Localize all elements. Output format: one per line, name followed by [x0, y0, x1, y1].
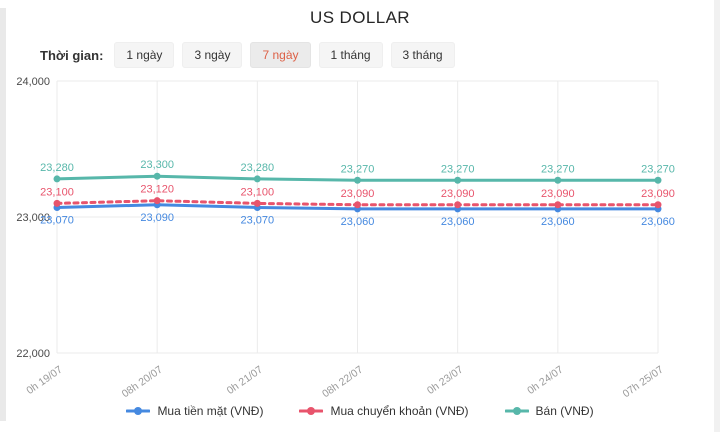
y-axis-tick-label: 23,000 [16, 212, 50, 224]
data-point-label: 23,060 [441, 216, 475, 228]
data-point-label: 23,090 [140, 212, 174, 224]
data-point-label: 23,270 [641, 163, 675, 175]
data-point-label: 23,270 [341, 163, 375, 175]
data-point-label: 23,060 [341, 216, 375, 228]
legend-marker-icon [504, 407, 529, 415]
data-point-label: 23,120 [140, 184, 174, 196]
data-point-marker [253, 175, 261, 183]
x-axis-tick-label: 08h 20/07 [120, 364, 165, 401]
data-point-label: 23,090 [541, 188, 575, 200]
data-point-label: 23,090 [341, 188, 375, 200]
data-point-marker [153, 197, 161, 205]
legend-label: Mua chuyển khoản (VNĐ) [330, 404, 469, 418]
data-point-label: 23,270 [441, 163, 475, 175]
legend-label: Bán (VNĐ) [535, 404, 594, 418]
page-edge-right [714, 0, 720, 432]
x-axis-tick-label: 0h 21/07 [225, 364, 265, 397]
time-filter-button-1[interactable]: 1 ngày [114, 42, 175, 68]
data-point-marker [53, 175, 61, 183]
chart-legend: Mua tiền mặt (VNĐ) Mua chuyển khoản (VNĐ)… [0, 404, 720, 418]
x-axis-tick-label: 08h 22/07 [320, 364, 365, 401]
time-filter-buttons: 1 ngày 3 ngày 7 ngày 1 tháng 3 tháng [114, 42, 462, 68]
data-point-label: 23,060 [541, 216, 575, 228]
legend-marker-icon [299, 407, 324, 415]
data-point-marker [454, 176, 462, 184]
time-filter-label: Thời gian: [40, 47, 104, 63]
time-filter-button-3[interactable]: 7 ngày [250, 42, 311, 68]
data-point-label: 23,300 [140, 159, 174, 171]
x-axis-tick-label: 0h 24/07 [525, 364, 565, 397]
data-point-marker [354, 176, 361, 184]
x-axis-tick-label: 0h 19/07 [24, 364, 64, 397]
data-point-marker [454, 201, 462, 209]
legend-item-3[interactable]: Bán (VNĐ) [504, 404, 594, 418]
data-point-label: 23,090 [441, 188, 475, 200]
y-axis-tick-label: 24,000 [16, 76, 50, 88]
data-point-marker [153, 172, 161, 180]
data-point-label: 23,090 [641, 188, 675, 200]
data-point-marker [654, 176, 662, 184]
legend-marker-icon [126, 407, 151, 415]
time-filter-button-5[interactable]: 3 tháng [390, 42, 455, 68]
data-point-label: 23,060 [641, 216, 675, 228]
data-point-label: 23,280 [241, 162, 275, 174]
chart-title: US DOLLAR [310, 8, 410, 27]
data-point-marker [53, 199, 61, 207]
legend-item-2[interactable]: Mua chuyển khoản (VNĐ) [299, 404, 469, 418]
time-filter-button-4[interactable]: 1 tháng [318, 42, 383, 68]
page-edge-left [0, 8, 6, 421]
data-point-marker [253, 199, 261, 207]
y-axis-tick-label: 22,000 [16, 348, 50, 360]
legend-item-1[interactable]: Mua tiền mặt (VNĐ) [126, 404, 263, 418]
data-point-marker [554, 201, 562, 209]
data-point-label: 23,070 [40, 214, 74, 226]
data-point-marker [654, 201, 662, 209]
data-point-marker [554, 176, 562, 184]
legend-label: Mua tiền mặt (VNĐ) [157, 404, 264, 418]
exchange-rate-chart: 24,000 23,000 22,000 0h 19/07 08h 20/07 0h 21… [16, 76, 675, 401]
data-point-marker [354, 201, 361, 209]
time-filter-button-2[interactable]: 3 ngày [182, 42, 243, 68]
data-point-label: 23,280 [40, 162, 74, 174]
x-axis-tick-label: 0h 23/07 [425, 364, 465, 397]
data-point-label: 23,100 [40, 186, 74, 198]
x-axis-tick-label: 07h 25/07 [621, 364, 666, 401]
data-point-label: 23,070 [241, 214, 275, 226]
data-point-label: 23,100 [241, 186, 275, 198]
time-filter: Thời gian: 1 ngày 3 ngày 7 ngày 1 tháng 3 th… [40, 42, 463, 68]
data-point-label: 23,270 [541, 163, 575, 175]
